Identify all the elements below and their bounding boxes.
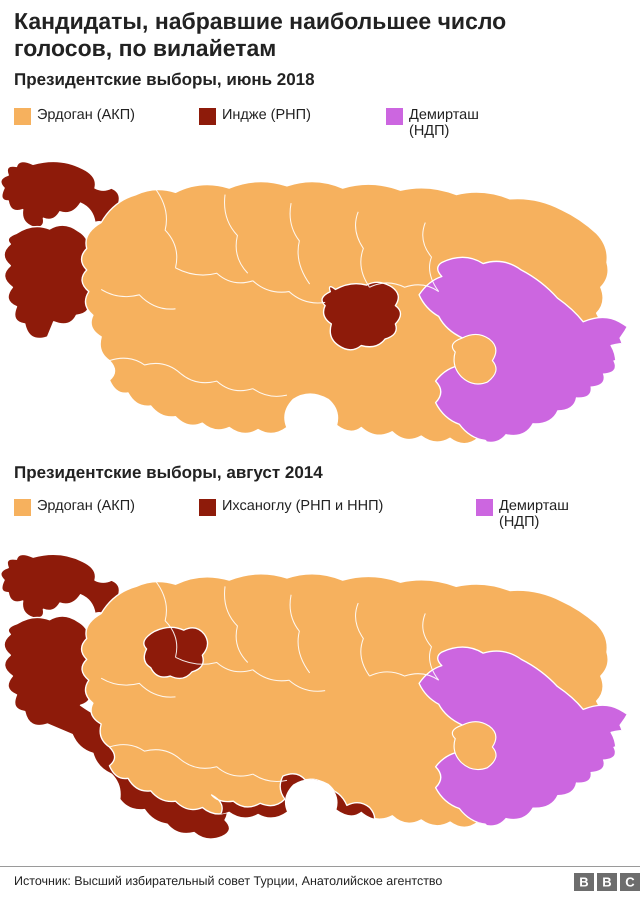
- svg-text:B: B: [602, 875, 611, 890]
- svg-text:B: B: [579, 875, 588, 890]
- svg-text:C: C: [625, 875, 635, 890]
